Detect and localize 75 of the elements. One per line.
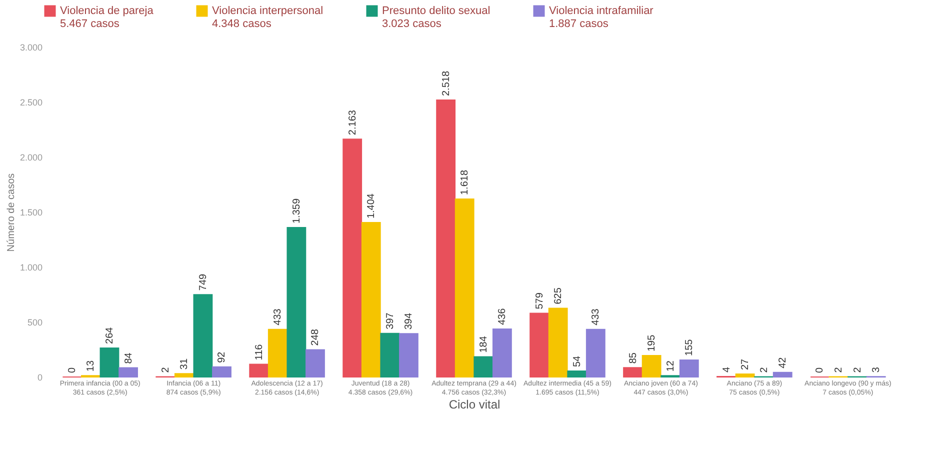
bar bbox=[118, 367, 138, 378]
y-tick-label: 2.500 bbox=[20, 98, 42, 108]
bar bbox=[530, 312, 549, 378]
bar bbox=[567, 370, 587, 378]
y-tick-label: 0 bbox=[37, 372, 42, 382]
bar bbox=[548, 308, 568, 378]
bar bbox=[772, 372, 792, 378]
data-label: 184 bbox=[478, 336, 490, 353]
data-label: 2 bbox=[852, 366, 864, 373]
data-label: 84 bbox=[123, 352, 134, 364]
y-tick-label: 1.500 bbox=[20, 208, 42, 218]
data-label: 54 bbox=[572, 356, 583, 368]
data-label: 42 bbox=[778, 356, 789, 368]
y-tick-label: 1.000 bbox=[20, 262, 42, 272]
bar bbox=[399, 333, 418, 378]
data-label: 2 bbox=[834, 366, 845, 373]
data-label: 1.404 bbox=[366, 193, 378, 219]
data-label: 2 bbox=[160, 366, 172, 373]
bar bbox=[454, 198, 474, 378]
data-label: 433 bbox=[272, 308, 284, 326]
y-tick-label: 3.000 bbox=[20, 42, 42, 52]
legend-label: Violencia intrafamiliar 1.887 casos bbox=[549, 5, 654, 30]
data-label: 1.618 bbox=[460, 170, 471, 196]
legend-label: Presunto delito sexual 3.023 casos bbox=[382, 5, 490, 30]
y-tick-label: 500 bbox=[27, 318, 42, 328]
data-label: 116 bbox=[254, 344, 265, 360]
data-label: 749 bbox=[198, 273, 209, 291]
data-label: 3 bbox=[871, 366, 882, 373]
data-label: 13 bbox=[86, 360, 97, 372]
data-label: 625 bbox=[553, 287, 564, 304]
data-label: 397 bbox=[384, 312, 396, 330]
data-label: 12 bbox=[665, 360, 676, 372]
bar bbox=[623, 367, 642, 378]
data-label: 0 bbox=[814, 367, 826, 373]
data-label: 579 bbox=[534, 292, 546, 310]
bar bbox=[286, 227, 306, 378]
bar bbox=[735, 374, 755, 378]
bar bbox=[642, 355, 662, 378]
bar bbox=[342, 138, 362, 378]
legend-label: Violencia de pareja 5.467 casos bbox=[60, 5, 154, 30]
data-label: 0 bbox=[66, 367, 78, 373]
data-label: 4 bbox=[721, 366, 732, 373]
data-label: 92 bbox=[216, 351, 228, 363]
data-label: 436 bbox=[497, 308, 508, 326]
y-tick-label: 2.000 bbox=[20, 152, 42, 162]
data-label: 2.518 bbox=[440, 70, 452, 96]
data-label: 27 bbox=[740, 358, 752, 370]
bar bbox=[679, 359, 699, 378]
data-label: 31 bbox=[179, 358, 190, 370]
bar bbox=[212, 366, 232, 378]
data-label: 195 bbox=[646, 334, 658, 352]
bar bbox=[268, 328, 288, 378]
bar bbox=[100, 347, 120, 378]
x-axis-title: Ciclo vital bbox=[448, 398, 500, 412]
data-label: 2.163 bbox=[347, 110, 358, 136]
bar bbox=[193, 294, 213, 378]
bar bbox=[492, 328, 512, 378]
data-label: 1.359 bbox=[291, 198, 302, 224]
legend-label: Violencia interpersonal 4.348 casos bbox=[212, 5, 324, 30]
bar bbox=[436, 100, 456, 378]
bar bbox=[174, 373, 194, 378]
y-axis-title: Número de casos bbox=[6, 173, 17, 252]
bar bbox=[380, 332, 400, 378]
bar bbox=[474, 356, 494, 378]
data-label: 85 bbox=[628, 352, 639, 364]
data-label: 433 bbox=[590, 308, 602, 326]
bar bbox=[306, 349, 325, 378]
data-label: 264 bbox=[104, 326, 116, 344]
bar bbox=[249, 364, 269, 378]
data-label: 394 bbox=[404, 312, 415, 330]
data-label: 248 bbox=[310, 328, 322, 346]
data-label: 2 bbox=[758, 366, 770, 373]
bar bbox=[586, 328, 606, 378]
data-label: 155 bbox=[684, 338, 696, 356]
bar bbox=[361, 222, 381, 378]
